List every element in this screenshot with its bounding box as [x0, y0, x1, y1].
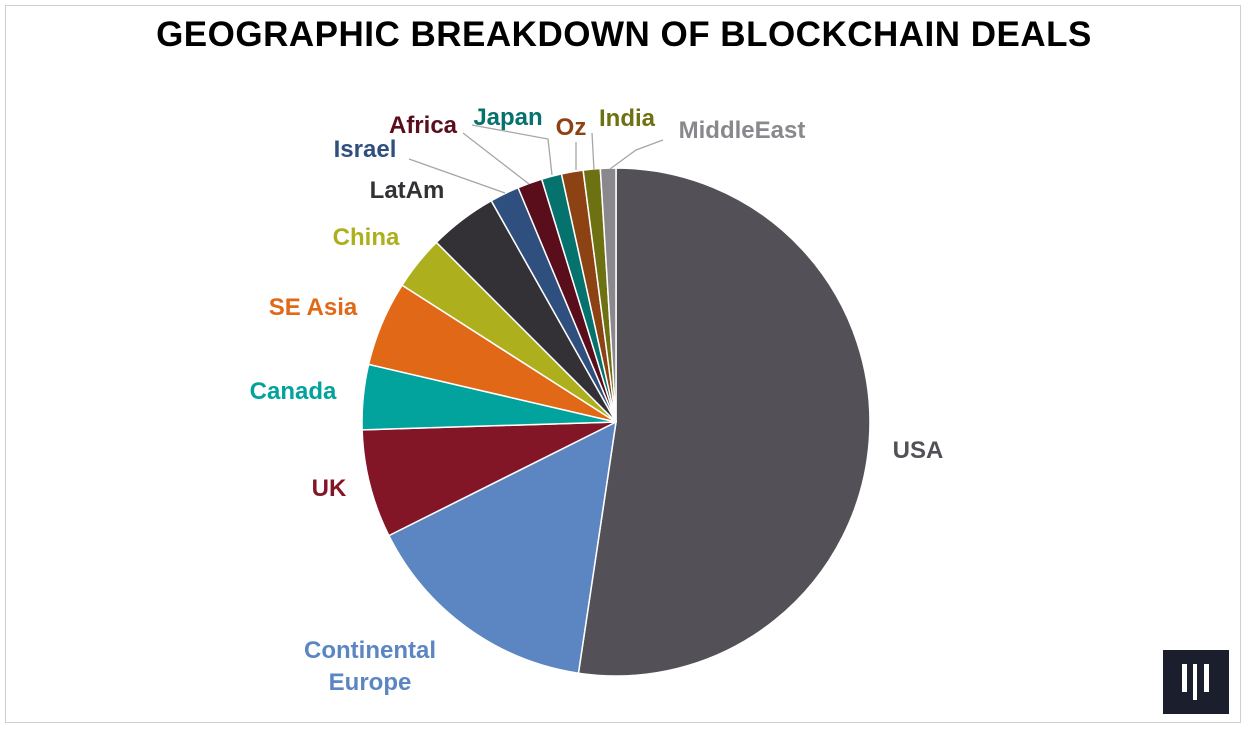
label-usa: USA: [893, 437, 944, 464]
slice-usa: [577, 167, 871, 677]
slice-middleeast: [599, 167, 617, 423]
logo-bars-icon: [1182, 664, 1209, 700]
label-uk: UK: [312, 475, 347, 502]
label-se-asia: SE Asia: [269, 294, 358, 321]
label-india: India: [599, 105, 656, 132]
slice-continental-europe: [388, 421, 617, 674]
label-japan: Japan: [473, 104, 542, 131]
label-china: China: [333, 224, 400, 251]
leader-japan: [471, 124, 553, 176]
label-israel: Israel: [334, 136, 397, 163]
label-oz: Oz: [556, 114, 587, 141]
slice-uk: [361, 421, 617, 537]
label-canada: Canada: [250, 378, 337, 405]
leader-middleeast: [609, 139, 664, 170]
leader-israel: [408, 158, 506, 194]
label-africa: Africa: [389, 112, 458, 139]
leader-africa: [462, 132, 530, 185]
label-continental-europe: Continental Europe: [304, 637, 436, 696]
label-middleeast: MiddleEast: [679, 117, 806, 144]
brand-logo: [1163, 650, 1229, 714]
label-latam: LatAm: [370, 177, 445, 204]
chart-title: GEOGRAPHIC BREAKDOWN OF BLOCKCHAIN DEALS: [156, 15, 1092, 54]
leader-india: [591, 132, 595, 171]
